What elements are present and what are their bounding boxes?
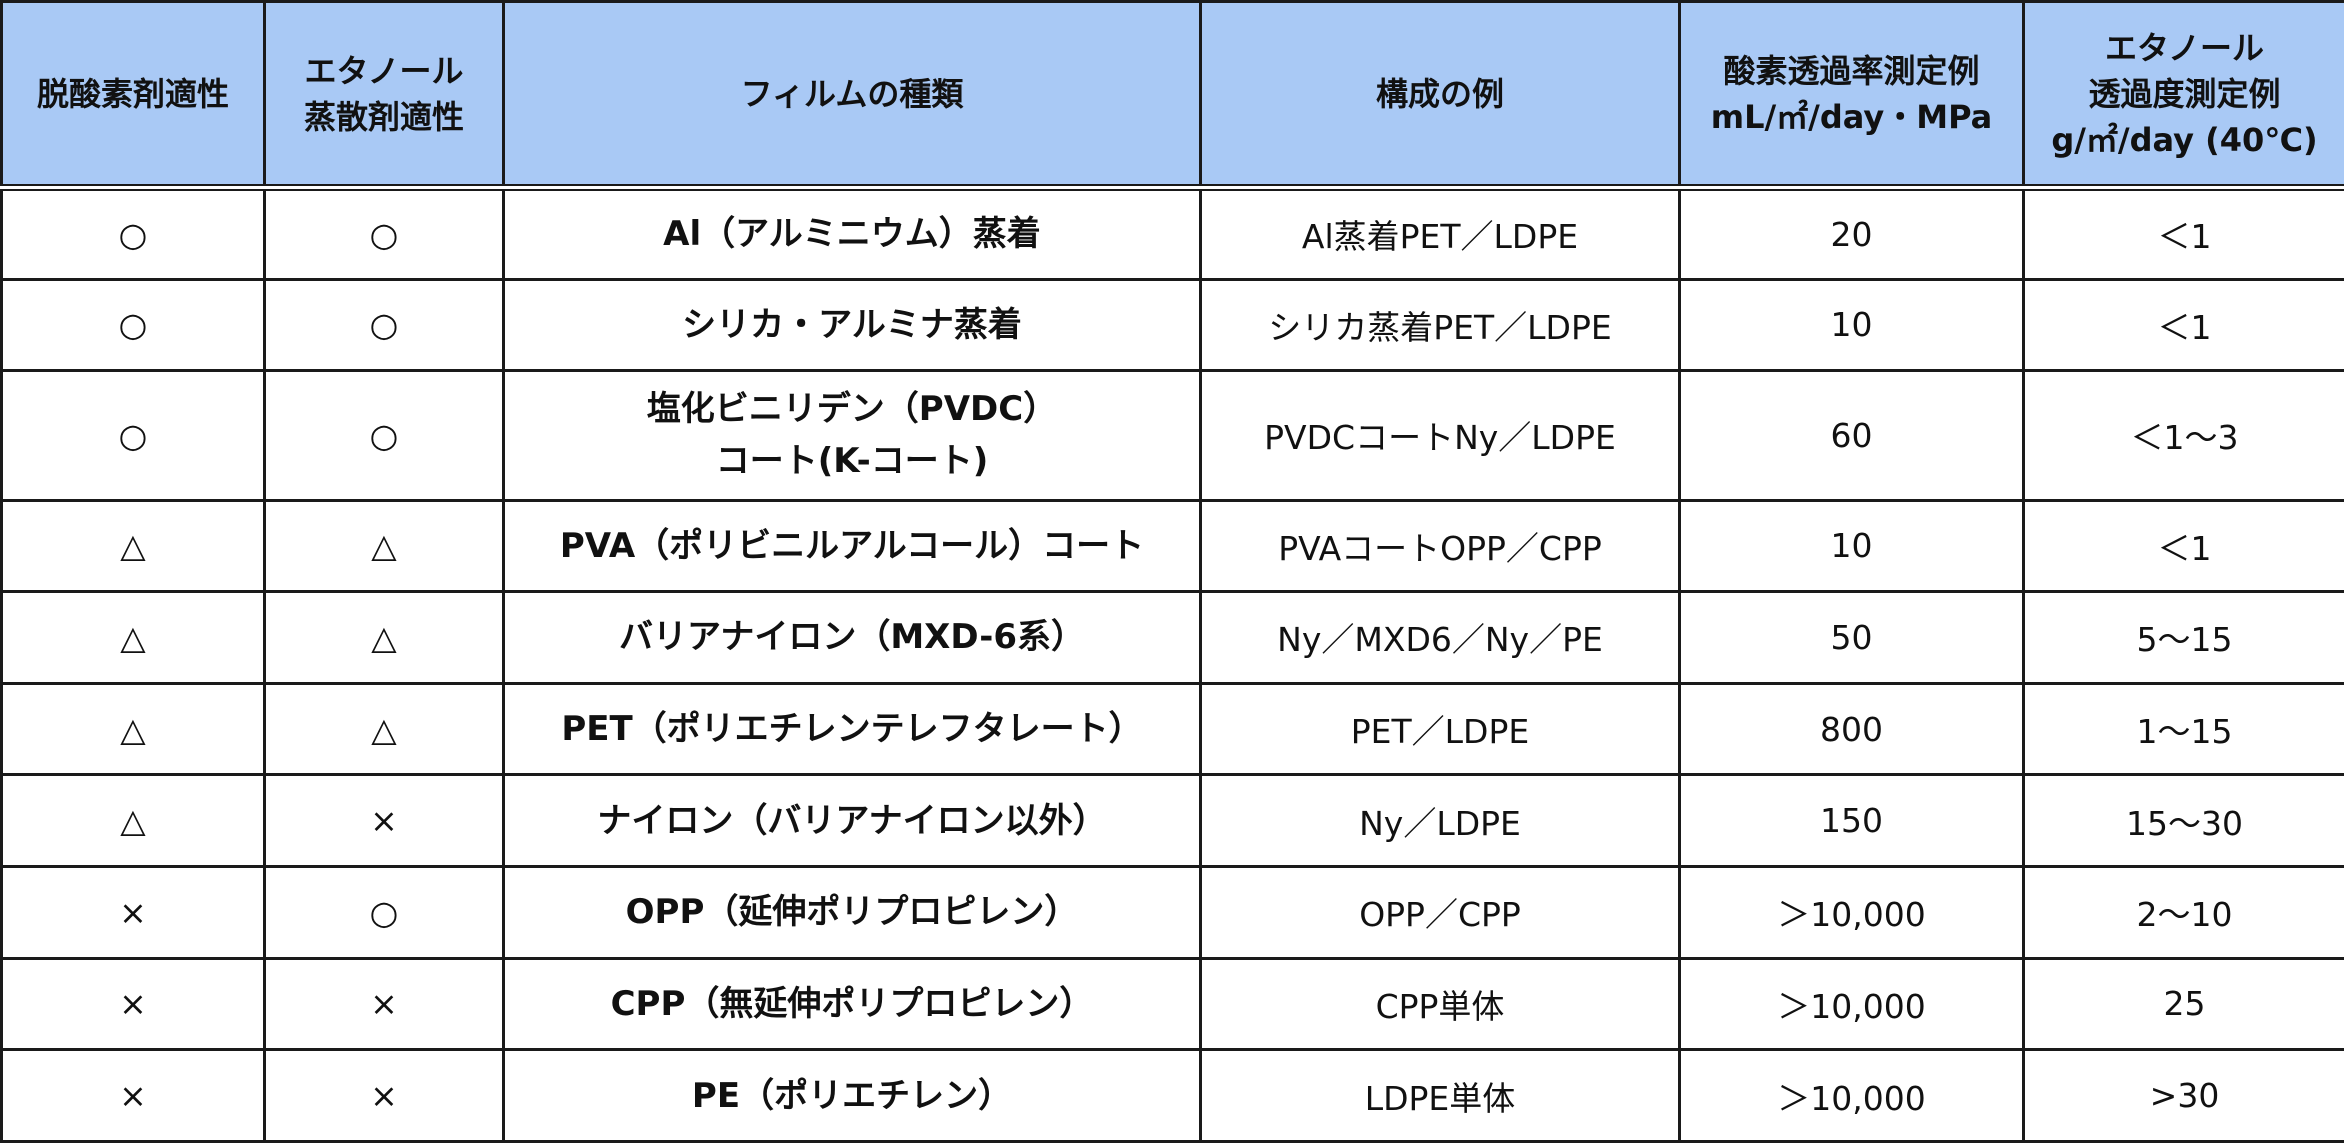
ethanol-emitter-cell: △ xyxy=(263,681,505,777)
oxygen-rate-cell: 20 xyxy=(1678,186,2025,281)
ethanol-rate-cell: ＜1 xyxy=(2022,498,2344,594)
ethanol-rate-cell: 15～30 xyxy=(2022,773,2344,869)
oxygen-rate-cell: ＞10,000 xyxy=(1678,865,2025,960)
film-name-cell: PET（ポリエチレンテレフタレート） xyxy=(502,681,1202,777)
table-row: △ △ PVA（ポリビニルアルコール）コート PVAコートOPP／CPP 10 … xyxy=(0,498,2344,594)
ethanol-rate-cell: 25 xyxy=(2022,956,2344,1052)
ethanol-rate-cell: ＜1 xyxy=(2022,277,2344,373)
film-name-cell: シリカ・アルミナ蒸着 xyxy=(502,277,1202,373)
composition-cell: LDPE単体 xyxy=(1199,1048,1681,1143)
ethanol-rate-cell: ＜1 xyxy=(2022,186,2344,281)
header-oxygen-absorber-suitability: 脱酸素剤適性 xyxy=(0,0,266,191)
ethanol-emitter-cell: ○ xyxy=(263,186,505,281)
ethanol-emitter-cell: ○ xyxy=(263,865,505,960)
table-row: ○ ○ 塩化ビニリデン（PVDC） コート(K-コート) PVDCコートNy／L… xyxy=(0,369,2344,502)
table-row: × × CPP（無延伸ポリプロピレン） CPP単体 ＞10,000 25 xyxy=(0,956,2344,1052)
oxygen-absorber-cell: △ xyxy=(0,681,266,777)
composition-cell: Ny／LDPE xyxy=(1199,773,1681,869)
table-body: ○ ○ Al（アルミニウム）蒸着 Al蒸着PET／LDPE 20 ＜1 ○ ○ … xyxy=(0,186,2344,1143)
film-name-cell: OPP（延伸ポリプロピレン） xyxy=(502,865,1202,960)
header-ethanol-permeability: エタノール 透過度測定例 g/㎡/day (40℃) xyxy=(2022,0,2344,191)
oxygen-rate-cell: ＞10,000 xyxy=(1678,1048,2025,1143)
oxygen-absorber-cell: △ xyxy=(0,498,266,594)
composition-cell: CPP単体 xyxy=(1199,956,1681,1052)
oxygen-absorber-cell: △ xyxy=(0,773,266,869)
table-row: △ × ナイロン（バリアナイロン以外） Ny／LDPE 150 15～30 xyxy=(0,773,2344,869)
film-name-cell: PVA（ポリビニルアルコール）コート xyxy=(502,498,1202,594)
oxygen-rate-cell: 150 xyxy=(1678,773,2025,869)
table-row: △ △ PET（ポリエチレンテレフタレート） PET／LDPE 800 1～15 xyxy=(0,681,2344,777)
oxygen-absorber-cell: × xyxy=(0,865,266,960)
ethanol-emitter-cell: △ xyxy=(263,590,505,685)
ethanol-rate-cell: 5～15 xyxy=(2022,590,2344,685)
ethanol-emitter-cell: ○ xyxy=(263,277,505,373)
ethanol-emitter-cell: × xyxy=(263,956,505,1052)
oxygen-absorber-cell: ○ xyxy=(0,186,266,281)
composition-cell: PVAコートOPP／CPP xyxy=(1199,498,1681,594)
ethanol-rate-cell: >30 xyxy=(2022,1048,2344,1143)
ethanol-emitter-cell: △ xyxy=(263,498,505,594)
film-name-cell: バリアナイロン（MXD-6系） xyxy=(502,590,1202,685)
composition-cell: シリカ蒸着PET／LDPE xyxy=(1199,277,1681,373)
ethanol-rate-cell: 1～15 xyxy=(2022,681,2344,777)
composition-cell: PVDCコートNy／LDPE xyxy=(1199,369,1681,502)
oxygen-rate-cell: 60 xyxy=(1678,369,2025,502)
table-row: ○ ○ シリカ・アルミナ蒸着 シリカ蒸着PET／LDPE 10 ＜1 xyxy=(0,277,2344,373)
ethanol-rate-cell: 2～10 xyxy=(2022,865,2344,960)
film-name-cell: CPP（無延伸ポリプロピレン） xyxy=(502,956,1202,1052)
film-name-cell: ナイロン（バリアナイロン以外） xyxy=(502,773,1202,869)
ethanol-rate-cell: ＜1～3 xyxy=(2022,369,2344,502)
oxygen-rate-cell: 50 xyxy=(1678,590,2025,685)
ethanol-emitter-cell: × xyxy=(263,773,505,869)
film-name-cell: PE（ポリエチレン） xyxy=(502,1048,1202,1143)
header-ethanol-emitter-suitability: エタノール 蒸散剤適性 xyxy=(263,0,505,191)
film-name-cell: Al（アルミニウム）蒸着 xyxy=(502,186,1202,281)
oxygen-absorber-cell: × xyxy=(0,956,266,1052)
oxygen-rate-cell: ＞10,000 xyxy=(1678,956,2025,1052)
table-row: △ △ バリアナイロン（MXD-6系） Ny／MXD6／Ny／PE 50 5～1… xyxy=(0,590,2344,685)
header-composition-example: 構成の例 xyxy=(1199,0,1681,191)
header-film-type: フィルムの種類 xyxy=(502,0,1202,191)
film-name-cell: 塩化ビニリデン（PVDC） コート(K-コート) xyxy=(502,369,1202,502)
header-oxygen-permeability: 酸素透過率測定例 mL/㎡/day・MPa xyxy=(1678,0,2025,191)
oxygen-rate-cell: 800 xyxy=(1678,681,2025,777)
table-row: × ○ OPP（延伸ポリプロピレン） OPP／CPP ＞10,000 2～10 xyxy=(0,865,2344,960)
composition-cell: Al蒸着PET／LDPE xyxy=(1199,186,1681,281)
oxygen-absorber-cell: × xyxy=(0,1048,266,1143)
oxygen-rate-cell: 10 xyxy=(1678,277,2025,373)
ethanol-emitter-cell: × xyxy=(263,1048,505,1143)
composition-cell: OPP／CPP xyxy=(1199,865,1681,960)
composition-cell: Ny／MXD6／Ny／PE xyxy=(1199,590,1681,685)
oxygen-absorber-cell: ○ xyxy=(0,369,266,502)
oxygen-absorber-cell: △ xyxy=(0,590,266,685)
ethanol-emitter-cell: ○ xyxy=(263,369,505,502)
composition-cell: PET／LDPE xyxy=(1199,681,1681,777)
header-row: 脱酸素剤適性 エタノール 蒸散剤適性 フィルムの種類 構成の例 酸素透過率測定例… xyxy=(0,0,2344,191)
oxygen-absorber-cell: ○ xyxy=(0,277,266,373)
table-row: ○ ○ Al（アルミニウム）蒸着 Al蒸着PET／LDPE 20 ＜1 xyxy=(0,186,2344,281)
table-row: × × PE（ポリエチレン） LDPE単体 ＞10,000 >30 xyxy=(0,1048,2344,1143)
table-header: 脱酸素剤適性 エタノール 蒸散剤適性 フィルムの種類 構成の例 酸素透過率測定例… xyxy=(0,0,2344,191)
oxygen-rate-cell: 10 xyxy=(1678,498,2025,594)
